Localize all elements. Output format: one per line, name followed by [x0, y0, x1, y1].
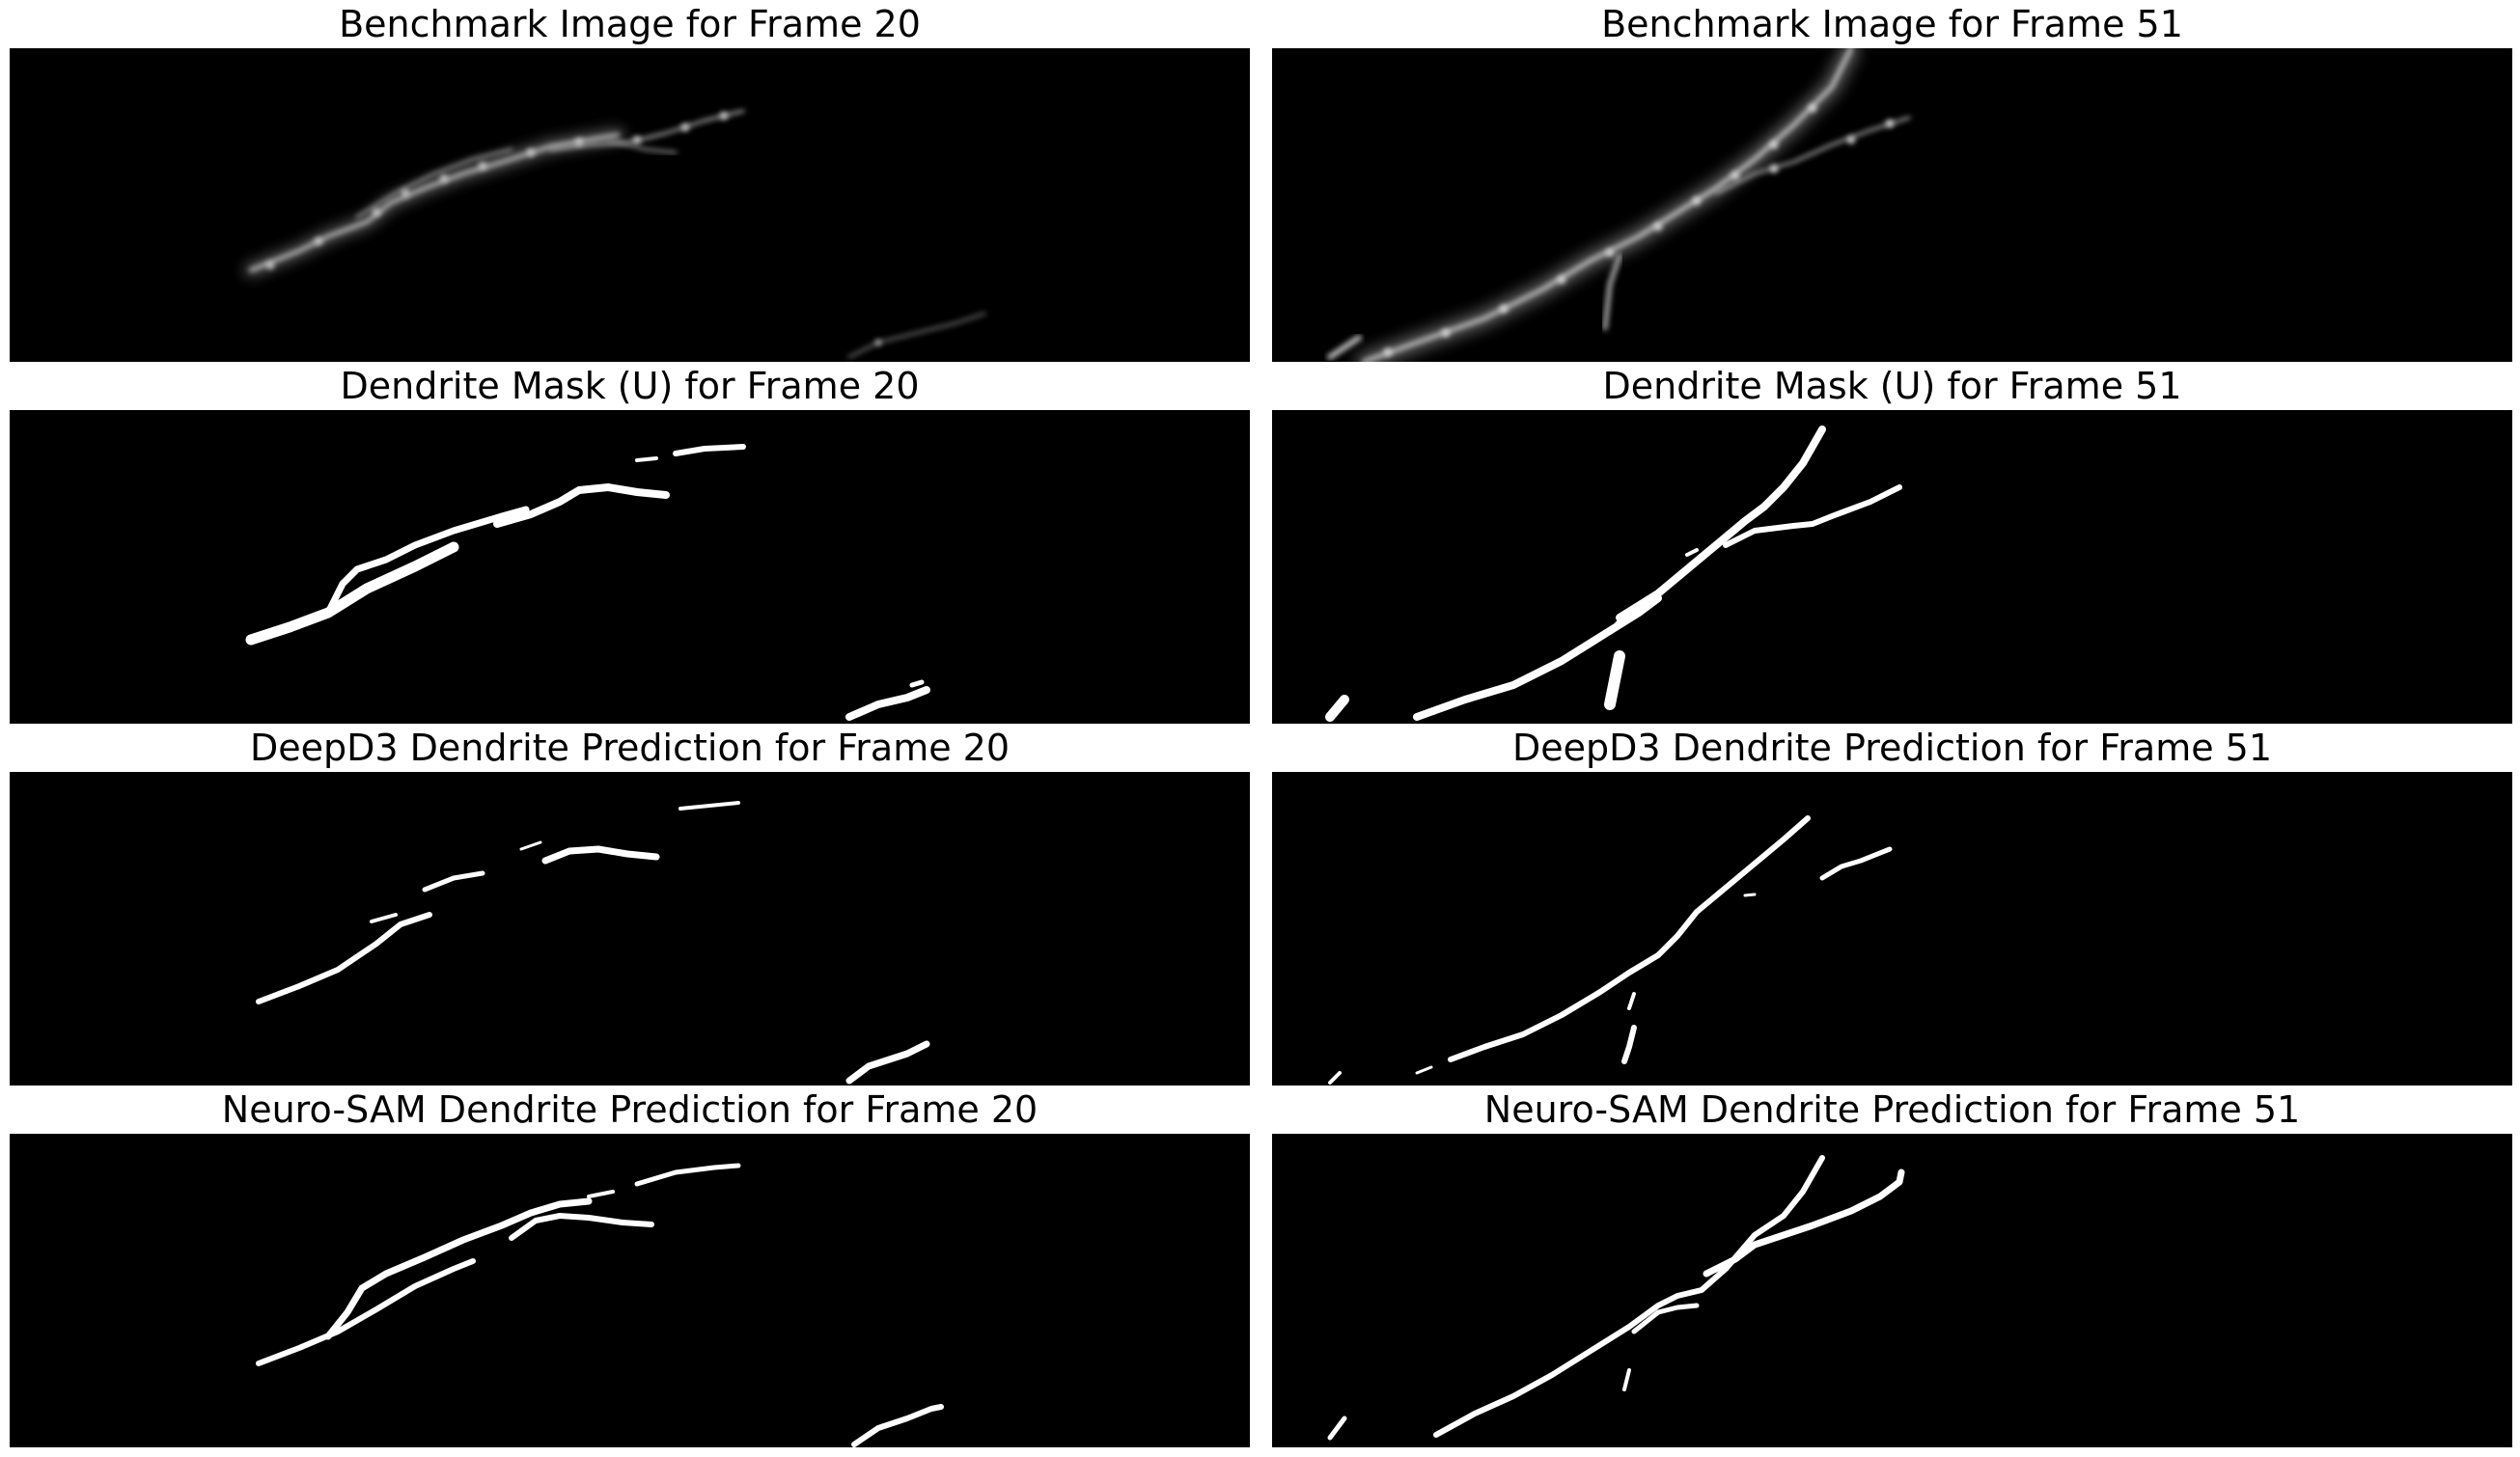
benchmark-image-frame-51: [1272, 48, 2512, 362]
benchmark-image-frame-20: [10, 48, 1250, 362]
panel-title: Dendrite Mask (U) for Frame 20: [340, 365, 920, 407]
deepd3-image-frame-51: [1272, 772, 2512, 1086]
mask-image-frame-51: [1272, 410, 2512, 724]
panel-title: DeepD3 Dendrite Prediction for Frame 51: [1511, 727, 2273, 769]
panel-title: Benchmark Image for Frame 20: [339, 3, 921, 45]
panel-title: Neuro-SAM Dendrite Prediction for Frame …: [1483, 1088, 2301, 1131]
mask-image-frame-20: [10, 410, 1250, 724]
deepd3-image-frame-20: [10, 772, 1250, 1086]
panel-title: Benchmark Image for Frame 51: [1601, 3, 2183, 45]
panel-title: Dendrite Mask (U) for Frame 51: [1602, 365, 2182, 407]
panel-title: Neuro-SAM Dendrite Prediction for Frame …: [221, 1088, 1038, 1131]
neurosam-image-frame-51: [1272, 1134, 2512, 1447]
neurosam-image-frame-20: [10, 1134, 1250, 1447]
panel-title: DeepD3 Dendrite Prediction for Frame 20: [249, 727, 1011, 769]
